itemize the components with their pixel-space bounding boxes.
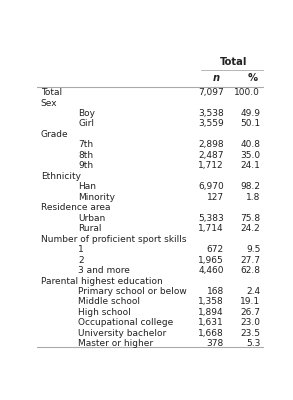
Text: 2,898: 2,898 <box>198 140 224 150</box>
Text: Total: Total <box>220 57 247 67</box>
Text: %: % <box>247 73 258 83</box>
Text: 127: 127 <box>207 193 224 202</box>
Text: 5.3: 5.3 <box>246 339 260 348</box>
Text: 100.0: 100.0 <box>234 88 260 97</box>
Text: n: n <box>212 73 219 83</box>
Text: 1,358: 1,358 <box>198 298 224 306</box>
Text: 23.0: 23.0 <box>240 318 260 328</box>
Text: 9.5: 9.5 <box>246 245 260 254</box>
Text: 1: 1 <box>78 245 84 254</box>
Text: 2: 2 <box>78 256 84 264</box>
Text: Total: Total <box>41 88 62 97</box>
Text: Girl: Girl <box>78 120 94 128</box>
Text: Rural: Rural <box>78 224 102 233</box>
Text: Number of proficient sport skills: Number of proficient sport skills <box>41 235 186 244</box>
Text: High school: High school <box>78 308 131 317</box>
Text: 1,668: 1,668 <box>198 329 224 338</box>
Text: 1,714: 1,714 <box>198 224 224 233</box>
Text: 98.2: 98.2 <box>240 182 260 191</box>
Text: 2,487: 2,487 <box>198 151 224 160</box>
Text: 19.1: 19.1 <box>240 298 260 306</box>
Text: Ethnicity: Ethnicity <box>41 172 81 181</box>
Text: 62.8: 62.8 <box>240 266 260 275</box>
Text: 1.8: 1.8 <box>246 193 260 202</box>
Text: Urban: Urban <box>78 214 105 223</box>
Text: 27.7: 27.7 <box>240 256 260 264</box>
Text: 40.8: 40.8 <box>240 140 260 150</box>
Text: 4,460: 4,460 <box>198 266 224 275</box>
Text: Minority: Minority <box>78 193 115 202</box>
Text: 1,965: 1,965 <box>198 256 224 264</box>
Text: 24.2: 24.2 <box>241 224 260 233</box>
Text: Middle school: Middle school <box>78 298 140 306</box>
Text: Primary school or below: Primary school or below <box>78 287 187 296</box>
Text: 23.5: 23.5 <box>240 329 260 338</box>
Text: Parental highest education: Parental highest education <box>41 276 162 286</box>
Text: Sex: Sex <box>41 98 57 108</box>
Text: 9th: 9th <box>78 161 93 170</box>
Text: 75.8: 75.8 <box>240 214 260 223</box>
Text: Grade: Grade <box>41 130 68 139</box>
Text: 26.7: 26.7 <box>240 308 260 317</box>
Text: 672: 672 <box>207 245 224 254</box>
Text: 1,712: 1,712 <box>198 161 224 170</box>
Text: Boy: Boy <box>78 109 95 118</box>
Text: University bachelor: University bachelor <box>78 329 166 338</box>
Text: 8th: 8th <box>78 151 93 160</box>
Text: Han: Han <box>78 182 96 191</box>
Text: 24.1: 24.1 <box>241 161 260 170</box>
Text: Master or higher: Master or higher <box>78 339 153 348</box>
Text: 3,559: 3,559 <box>198 120 224 128</box>
Text: 1,894: 1,894 <box>198 308 224 317</box>
Text: 5,383: 5,383 <box>198 214 224 223</box>
Text: 1,631: 1,631 <box>198 318 224 328</box>
Text: Occupational college: Occupational college <box>78 318 173 328</box>
Text: 7th: 7th <box>78 140 93 150</box>
Text: 168: 168 <box>207 287 224 296</box>
Text: 50.1: 50.1 <box>240 120 260 128</box>
Text: Residence area: Residence area <box>41 203 110 212</box>
Text: 2.4: 2.4 <box>246 287 260 296</box>
Text: 378: 378 <box>207 339 224 348</box>
Text: 49.9: 49.9 <box>240 109 260 118</box>
Text: 3,538: 3,538 <box>198 109 224 118</box>
Text: 35.0: 35.0 <box>240 151 260 160</box>
Text: 7,097: 7,097 <box>198 88 224 97</box>
Text: 6,970: 6,970 <box>198 182 224 191</box>
Text: 3 and more: 3 and more <box>78 266 130 275</box>
